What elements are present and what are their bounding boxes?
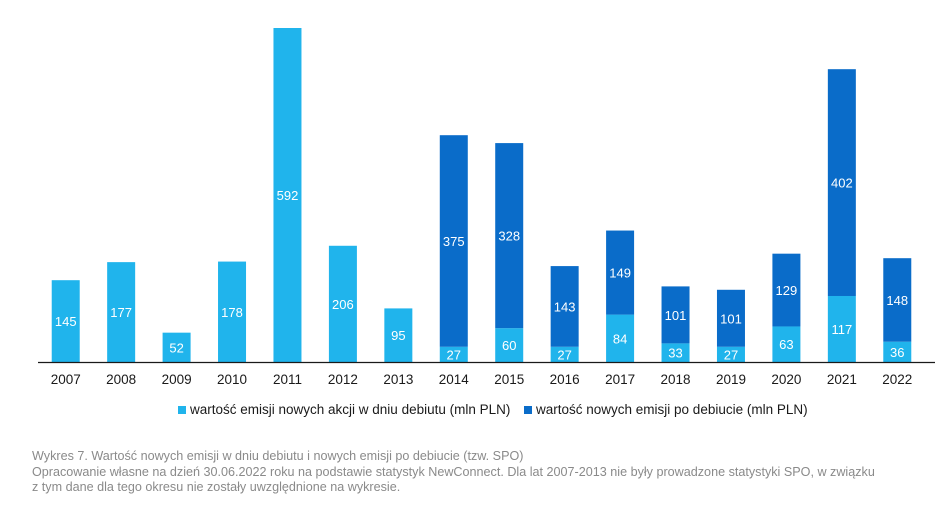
data-label-2014-series-1: 375 bbox=[443, 234, 465, 249]
bar-2021-series-1 bbox=[827, 69, 856, 296]
bar-2017-series-0 bbox=[606, 314, 635, 362]
bar-2016-series-0 bbox=[550, 346, 579, 362]
caption-note-line-1: Opracowanie własne na dzień 30.06.2022 r… bbox=[32, 464, 875, 479]
data-label-2010-series-0: 178 bbox=[221, 305, 243, 320]
legend-item-post-debut: wartość nowych emisji po debiucie (mln P… bbox=[524, 402, 808, 417]
bar-2007-series-0 bbox=[51, 280, 80, 362]
bar-2022-series-0 bbox=[883, 341, 912, 362]
bar-2014-series-1 bbox=[439, 135, 468, 347]
data-label-2009-series-0: 52 bbox=[169, 340, 183, 355]
legend-swatch-debut bbox=[178, 405, 186, 414]
x-tick-label-2019: 2019 bbox=[716, 372, 746, 387]
bar-2016-series-1 bbox=[550, 266, 579, 347]
data-label-2011-series-0: 592 bbox=[277, 188, 299, 203]
x-tick-label-2014: 2014 bbox=[439, 372, 470, 387]
bar-2008-series-0 bbox=[107, 262, 136, 362]
x-tick-label-2011: 2011 bbox=[273, 372, 302, 387]
bar-2018-series-1 bbox=[661, 286, 690, 344]
bar-2009-series-0 bbox=[162, 332, 191, 362]
data-label-2019-series-1: 101 bbox=[720, 311, 742, 326]
bar-2012-series-0 bbox=[328, 245, 357, 362]
bar-2013-series-0 bbox=[384, 308, 413, 362]
x-tick-label-2017: 2017 bbox=[605, 372, 635, 387]
legend-label-debut: wartość emisji nowych akcji w dniu debiu… bbox=[190, 402, 511, 417]
bar-2010-series-0 bbox=[218, 261, 247, 362]
data-label-2013-series-0: 95 bbox=[391, 328, 405, 343]
bar-chart: 145 2007 177 2008 52 2009 178 2010 592 2011 206 201… bbox=[38, 28, 935, 387]
x-tick-label-2015: 2015 bbox=[494, 372, 524, 387]
x-tick-label-2007: 2007 bbox=[51, 372, 81, 387]
data-label-2016-series-1: 143 bbox=[554, 299, 576, 314]
x-tick-label-2010: 2010 bbox=[217, 372, 247, 387]
bar-2011-series-0 bbox=[273, 28, 302, 362]
legend-item-debut: wartość emisji nowych akcji w dniu debiu… bbox=[178, 402, 510, 417]
x-tick-label-2009: 2009 bbox=[162, 372, 192, 387]
chart-caption: Wykres 7. Wartość nowych emisji w dniu d… bbox=[32, 449, 932, 496]
bar-2019-series-1 bbox=[716, 289, 745, 347]
x-tick-label-2008: 2008 bbox=[106, 372, 136, 387]
data-label-2017-series-1: 149 bbox=[609, 266, 631, 281]
data-label-2020-series-1: 129 bbox=[776, 283, 798, 298]
data-label-2015-series-0: 60 bbox=[502, 338, 516, 353]
x-tick-label-2022: 2022 bbox=[882, 372, 912, 387]
bar-2021-series-0 bbox=[827, 295, 856, 362]
x-tick-label-2013: 2013 bbox=[383, 372, 413, 387]
data-label-2021-series-1: 402 bbox=[831, 176, 853, 191]
caption-note-line-2: z tym dane dla tego okresu nie zostały u… bbox=[32, 480, 401, 494]
bar-2015-series-0 bbox=[495, 328, 524, 362]
data-label-2007-series-0: 145 bbox=[55, 314, 77, 329]
data-label-2022-series-1: 148 bbox=[886, 293, 908, 308]
data-label-2008-series-0: 177 bbox=[110, 305, 132, 320]
bar-2015-series-1 bbox=[495, 143, 524, 329]
bar-2017-series-1 bbox=[606, 230, 635, 315]
data-label-2019-series-0: 27 bbox=[724, 347, 738, 362]
x-tick-label-2012: 2012 bbox=[328, 372, 358, 387]
data-label-2014-series-0: 27 bbox=[447, 347, 461, 362]
bar-2014-series-0 bbox=[439, 346, 468, 362]
data-label-2012-series-0: 206 bbox=[332, 297, 354, 312]
data-label-2018-series-0: 33 bbox=[668, 346, 682, 361]
data-label-2020-series-0: 63 bbox=[779, 337, 793, 352]
x-tick-label-2021: 2021 bbox=[827, 372, 857, 387]
x-tick-label-2018: 2018 bbox=[661, 372, 691, 387]
data-label-2022-series-0: 36 bbox=[890, 345, 904, 360]
bar-2018-series-0 bbox=[661, 343, 690, 362]
chart-legend: wartość emisji nowych akcji w dniu debiu… bbox=[0, 402, 948, 420]
data-label-2016-series-0: 27 bbox=[557, 347, 571, 362]
legend-label-post-debut: wartość nowych emisji po debiucie (mln P… bbox=[536, 402, 808, 417]
bar-2020-series-0 bbox=[772, 326, 801, 362]
x-tick-label-2020: 2020 bbox=[771, 372, 801, 387]
data-label-2018-series-1: 101 bbox=[665, 308, 687, 323]
bar-2019-series-0 bbox=[716, 346, 745, 362]
data-label-2021-series-0: 117 bbox=[831, 322, 852, 337]
bar-2022-series-1 bbox=[883, 258, 912, 342]
caption-title: Wykres 7. Wartość nowych emisji w dniu d… bbox=[32, 449, 524, 463]
data-label-2017-series-0: 84 bbox=[613, 331, 627, 346]
x-tick-label-2016: 2016 bbox=[550, 372, 580, 387]
legend-swatch-post-debut bbox=[524, 405, 532, 414]
data-label-2015-series-1: 328 bbox=[498, 229, 520, 244]
bar-2020-series-1 bbox=[772, 253, 801, 327]
